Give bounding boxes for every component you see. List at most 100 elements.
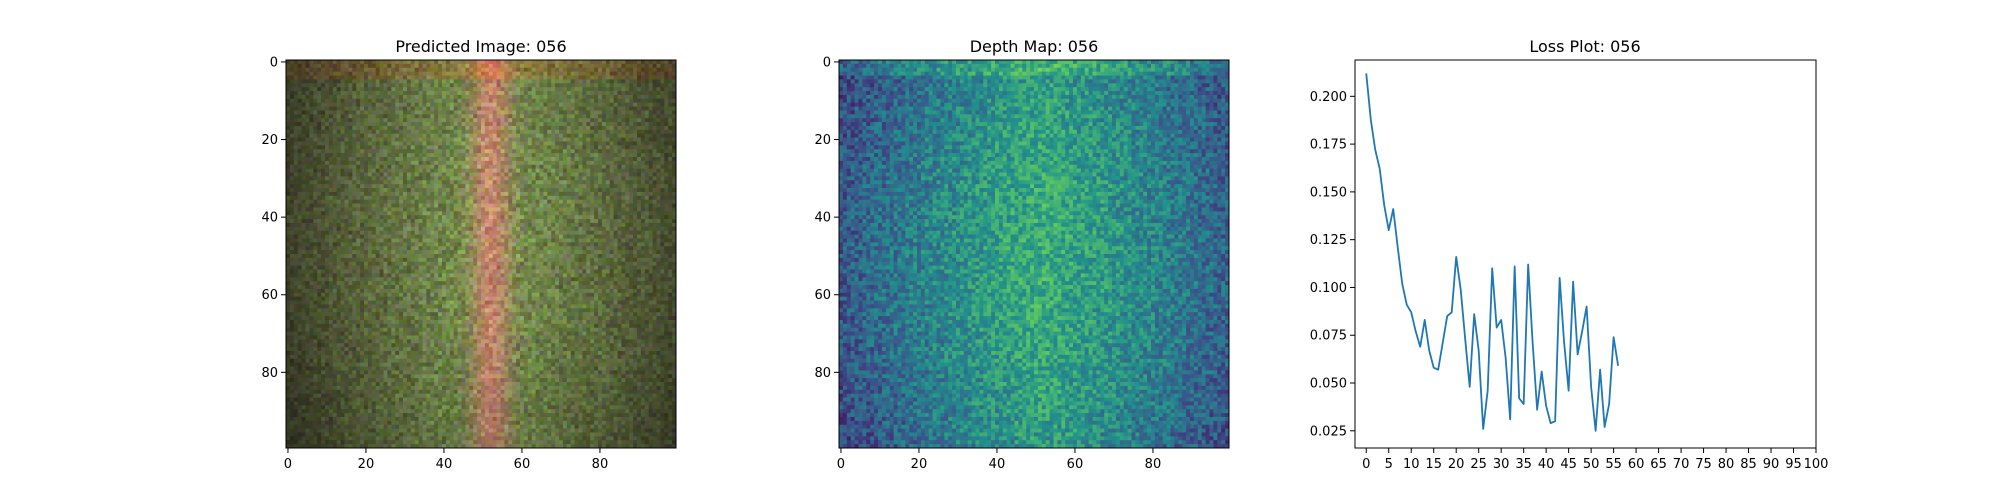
heatmap-cell — [449, 63, 455, 69]
heatmap-cell — [321, 234, 326, 239]
heatmap-cell — [426, 199, 431, 204]
heatmap-cell — [477, 125, 482, 131]
heatmap-cell — [344, 153, 349, 158]
heatmap-cell — [367, 234, 373, 239]
heatmap-cell — [309, 160, 314, 166]
heatmap-cell — [625, 129, 630, 135]
heatmap-cell — [387, 153, 392, 158]
heatmap-cell — [473, 122, 478, 127]
heatmap-cell — [559, 110, 564, 115]
heatmap-cell — [516, 184, 521, 189]
heatmap-cell — [356, 222, 361, 228]
heatmap-cell — [566, 137, 572, 142]
heatmap-cell — [500, 172, 505, 177]
heatmap-cell — [313, 87, 318, 92]
heatmap-cell — [317, 145, 322, 150]
heatmap-cell — [668, 160, 673, 166]
heatmap-cell — [453, 238, 458, 243]
heatmap-cell — [547, 238, 552, 243]
heatmap-cell — [387, 98, 392, 104]
heatmap-cell — [332, 83, 338, 88]
heatmap-cell — [313, 157, 318, 162]
heatmap-cell — [601, 215, 607, 220]
heatmap-cell — [473, 188, 478, 193]
heatmap-cell — [399, 191, 404, 197]
heatmap-cell — [539, 133, 544, 138]
heatmap-cell — [594, 106, 599, 111]
heatmap-cell — [348, 188, 353, 193]
heatmap-cell — [605, 184, 611, 189]
heatmap-cell — [321, 106, 326, 111]
heatmap-cell — [364, 176, 369, 181]
heatmap-cell — [586, 60, 591, 65]
heatmap-cell — [328, 102, 334, 107]
heatmap-cell — [301, 98, 306, 104]
heatmap-cell — [672, 91, 677, 96]
heatmap-cell — [477, 133, 482, 138]
heatmap-cell — [527, 207, 533, 212]
heatmap-cell — [609, 219, 614, 224]
heatmap-cell — [504, 184, 509, 189]
heatmap-cell — [289, 172, 295, 177]
heatmap-cell — [594, 191, 599, 197]
heatmap-cell — [403, 98, 408, 104]
heatmap-cell — [442, 102, 447, 107]
heatmap-cell — [640, 188, 646, 193]
heatmap-cell — [625, 172, 630, 177]
heatmap-cell — [555, 160, 560, 166]
heatmap-cell — [457, 102, 462, 107]
heatmap-cell — [492, 219, 497, 224]
heatmap-cell — [605, 114, 611, 119]
heatmap-cell — [543, 203, 548, 208]
heatmap-cell — [621, 195, 626, 201]
heatmap-cell — [648, 215, 653, 220]
heatmap-cell — [555, 71, 560, 76]
heatmap-cell — [562, 195, 568, 201]
heatmap-cell — [594, 188, 599, 193]
heatmap-cell — [328, 122, 334, 127]
heatmap-cell — [586, 102, 591, 107]
heatmap-cell — [543, 215, 548, 220]
heatmap-cell — [395, 60, 400, 65]
heatmap-cell — [582, 75, 587, 80]
heatmap-cell — [383, 172, 388, 177]
heatmap-cell — [305, 149, 310, 154]
heatmap-cell — [582, 114, 587, 119]
heatmap-cell — [644, 141, 650, 146]
heatmap-cell — [313, 176, 318, 181]
heatmap-cell — [430, 106, 435, 111]
heatmap-cell — [566, 180, 572, 185]
heatmap-cell — [520, 83, 525, 88]
heatmap-cell — [590, 114, 595, 119]
heatmap-cell — [621, 63, 626, 69]
heatmap-cell — [340, 60, 345, 65]
heatmap-cell — [321, 203, 326, 208]
heatmap-cell — [516, 211, 521, 216]
heatmap-cell — [426, 215, 431, 220]
heatmap-cell — [371, 106, 377, 111]
heatmap-cell — [664, 60, 669, 65]
heatmap-cell — [301, 145, 306, 150]
heatmap-cell — [371, 75, 377, 80]
heatmap-cell — [520, 168, 525, 173]
heatmap-cell — [348, 219, 353, 224]
heatmap-cell — [313, 219, 318, 224]
heatmap-cell — [609, 125, 614, 131]
heatmap-cell — [469, 207, 474, 212]
heatmap-cell — [516, 238, 521, 243]
heatmap-cell — [426, 180, 431, 185]
heatmap-cell — [367, 71, 373, 76]
heatmap-cell — [328, 137, 334, 142]
heatmap-cell — [469, 215, 474, 220]
heatmap-cell — [309, 110, 314, 115]
heatmap-cell — [364, 102, 369, 107]
heatmap-cell — [395, 122, 400, 127]
heatmap-cell — [418, 188, 423, 193]
heatmap-cell — [527, 180, 533, 185]
heatmap-cell — [442, 164, 447, 170]
heatmap-cell — [289, 60, 295, 65]
heatmap-cell — [360, 118, 365, 123]
heatmap-cell — [656, 160, 661, 166]
heatmap-cell — [508, 133, 513, 138]
heatmap-cell — [367, 230, 373, 235]
